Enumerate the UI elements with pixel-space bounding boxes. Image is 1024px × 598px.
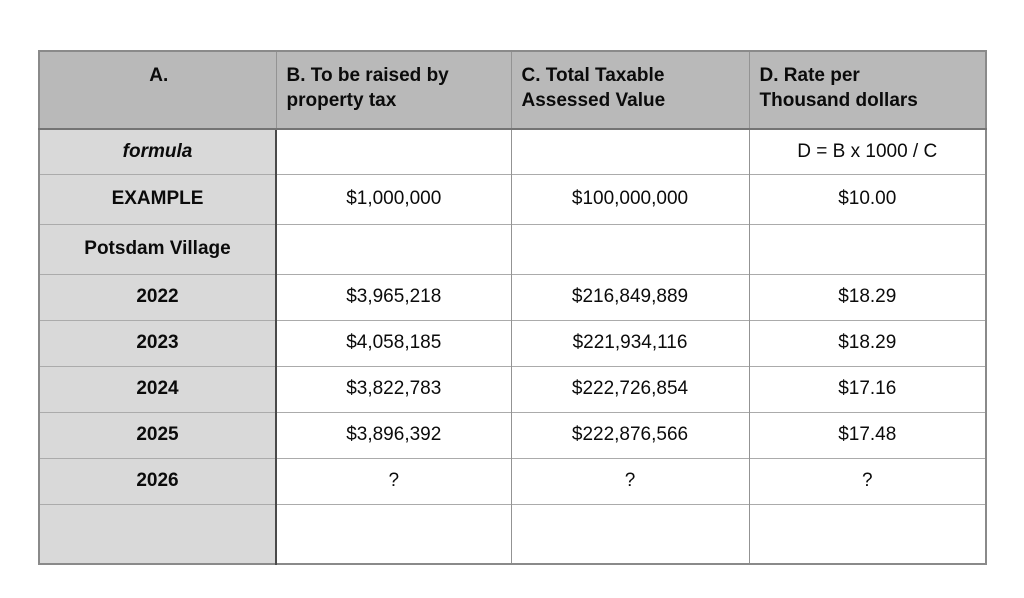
column-header-d-line2: Thousand dollars (759, 89, 918, 111)
cell-2024-c: $222,726,854 (510, 365, 749, 412)
table-row-empty (38, 503, 986, 564)
cell-2024-b: $3,822,783 (275, 365, 511, 412)
table-row-2022: 2022 $3,965,218 $216,849,889 $18.29 (38, 273, 986, 320)
row-label-2024: 2024 (38, 365, 277, 412)
cell-example-d: $10.00 (748, 173, 986, 224)
table-row-2026: 2026 ? ? ? (38, 457, 986, 504)
cell-empty-c (510, 503, 749, 564)
cell-2026-d: ? (748, 457, 986, 504)
cell-formula-d: D = B x 1000 / C (748, 128, 986, 174)
property-tax-rate-table: A. B. To be raised by property tax C. Tot… (38, 50, 987, 565)
cell-2025-b: $3,896,392 (275, 411, 511, 458)
cell-2023-b: $4,058,185 (275, 319, 511, 366)
cell-2023-d: $18.29 (748, 319, 986, 366)
row-label-empty (38, 503, 277, 564)
row-label-2022: 2022 (38, 273, 277, 320)
cell-2025-d: $17.48 (748, 411, 986, 458)
column-header-b-line1: B. To be raised by (286, 65, 449, 86)
row-label-2023: 2023 (38, 319, 277, 366)
table-row-2023: 2023 $4,058,185 $221,934,116 $18.29 (38, 319, 986, 366)
column-header-c: C. Total Taxable Assessed Value (510, 50, 749, 130)
cell-potsdam-d (748, 223, 986, 274)
table-row-potsdam-village: Potsdam Village (38, 223, 986, 274)
table-row-2024: 2024 $3,822,783 $222,726,854 $17.16 (38, 365, 986, 412)
column-header-d: D. Rate per Thousand dollars (748, 50, 986, 130)
cell-potsdam-c (510, 223, 749, 274)
cell-2022-b: $3,965,218 (275, 273, 511, 320)
row-label-potsdam-village: Potsdam Village (38, 223, 277, 274)
cell-formula-b (275, 128, 511, 174)
cell-2026-c: ? (510, 457, 749, 504)
row-label-2026: 2026 (38, 457, 277, 504)
column-header-c-line2: Assessed Value (521, 89, 666, 111)
cell-2025-c: $222,876,566 (510, 411, 749, 458)
column-header-b-line2: property tax (286, 89, 397, 111)
cell-example-c: $100,000,000 (510, 173, 749, 224)
cell-2022-d: $18.29 (748, 273, 986, 320)
cell-2023-c: $221,934,116 (510, 319, 749, 366)
column-header-b: B. To be raised by property tax (275, 50, 511, 130)
column-header-d-line1: D. Rate per (759, 65, 860, 86)
row-label-formula: formula (38, 128, 277, 174)
table-row-2025: 2025 $3,896,392 $222,876,566 $17.48 (38, 411, 986, 458)
cell-2026-b: ? (275, 457, 511, 504)
property-tax-table-container: A. B. To be raised by property tax C. Tot… (38, 50, 987, 565)
table-row-formula: formula D = B x 1000 / C (38, 128, 986, 174)
column-header-a: A. (38, 50, 276, 130)
cell-potsdam-b (275, 223, 511, 274)
cell-empty-d (748, 503, 986, 564)
cell-2022-c: $216,849,889 (510, 273, 749, 320)
cell-2024-d: $17.16 (748, 365, 986, 412)
cell-empty-b (275, 503, 511, 564)
column-header-a-line1: A. (149, 65, 169, 86)
table-row-example: EXAMPLE $1,000,000 $100,000,000 $10.00 (38, 173, 986, 224)
cell-formula-c (510, 128, 749, 174)
row-label-2025: 2025 (38, 411, 277, 458)
cell-example-b: $1,000,000 (275, 173, 511, 224)
column-header-c-line1: C. Total Taxable (521, 65, 665, 86)
row-label-example: EXAMPLE (38, 173, 277, 224)
table-header-row: A. B. To be raised by property tax C. Tot… (38, 50, 986, 130)
